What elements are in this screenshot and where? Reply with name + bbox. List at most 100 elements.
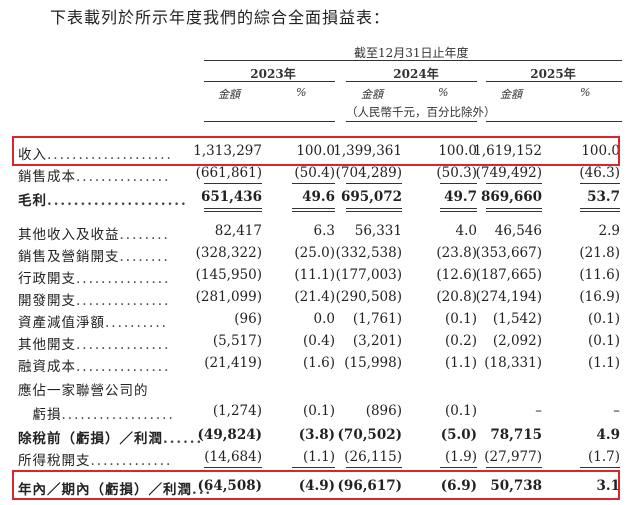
amount-col-header: 金額 xyxy=(218,88,240,101)
percent-cell: 3.1 xyxy=(596,478,621,494)
table-row: 收入.................... 1,313,297 100.0 1,39… xyxy=(0,140,640,163)
percent-cell: (0.1) xyxy=(302,403,335,419)
amount-cell: 1,619,152 xyxy=(473,143,542,159)
amount-cell: (3,201) xyxy=(352,333,402,349)
divider xyxy=(486,121,622,122)
subtotal-rule xyxy=(292,467,335,468)
amount-cell: (332,538) xyxy=(335,245,402,261)
total-rule xyxy=(346,211,402,212)
amount-cell: (328,322) xyxy=(195,245,262,261)
row-label: 其他收入及收益........ xyxy=(18,223,170,243)
amount-cell: (96,617) xyxy=(337,478,402,494)
total-rule xyxy=(204,211,262,212)
percent-cell: 100.0 xyxy=(296,143,335,159)
amount-cell: (2,092) xyxy=(492,333,542,349)
subtotal-rule xyxy=(204,183,262,184)
percent-cell: (21.8) xyxy=(579,245,620,261)
percent-cell: (1.6) xyxy=(302,355,335,371)
row-label-text: 所得稅開支 xyxy=(18,453,91,469)
amount-cell: 56,331 xyxy=(354,223,402,239)
amount-cell: (96) xyxy=(234,311,262,327)
percent-cell: (1.1) xyxy=(444,355,477,371)
table-row: 其他開支............... (5,517) (0.4) (3,201) (0… xyxy=(0,330,640,353)
percent-cell: (1.1) xyxy=(587,355,620,371)
leader-dots: ........ xyxy=(119,227,170,243)
pct-col-header: % xyxy=(580,86,591,99)
row-label: 收入.................... xyxy=(18,143,173,163)
amount-col-header: 金額 xyxy=(361,88,383,101)
amount-cell: 651,436 xyxy=(200,189,262,205)
row-label-text: 銷售及營銷開支 xyxy=(18,249,120,265)
percent-cell: (1.1) xyxy=(302,449,335,465)
amount-cell: (353,667) xyxy=(475,245,542,261)
year-header-2024: 2024年 xyxy=(393,67,439,81)
table-row: 所得稅開支............. (14,684) (1.1) (26,115) (… xyxy=(0,446,640,469)
highlight-box xyxy=(12,136,620,166)
percent-cell: (0.1) xyxy=(444,403,477,419)
row-label: 年內／期內（虧損）／利潤... xyxy=(18,478,212,498)
table-row: 開發開支............... (281,099) (21.4) (290,5… xyxy=(0,286,640,309)
table-row: 融資成本............... (21,419) (1.6) (15,998)… xyxy=(0,352,640,375)
row-label: 融資成本............... xyxy=(18,355,170,375)
total-rule xyxy=(486,211,542,212)
total-rule xyxy=(440,208,477,209)
amount-cell: (26,115) xyxy=(344,449,402,465)
total-rule xyxy=(440,211,477,212)
percent-cell: (5.0) xyxy=(440,427,477,443)
subtotal-rule xyxy=(440,183,477,184)
year-header-2025: 2025年 xyxy=(530,67,576,81)
subtotal-rule xyxy=(486,467,542,468)
row-label: 其他開支............... xyxy=(18,333,170,353)
amount-col-header: 金額 xyxy=(500,88,522,101)
subtotal-rule xyxy=(440,467,477,468)
percent-cell: (0.2) xyxy=(444,333,477,349)
amount-cell: (21,419) xyxy=(204,355,262,371)
row-label-text: 銷售成本 xyxy=(18,169,76,185)
percent-cell: (23.8) xyxy=(436,245,477,261)
total-rule xyxy=(580,211,620,212)
percent-cell: (16.9) xyxy=(579,289,620,305)
percent-cell: (46.3) xyxy=(579,165,620,181)
percent-cell: 6.3 xyxy=(313,223,335,239)
row-label: 開發開支............... xyxy=(18,289,170,309)
percent-cell: (0.1) xyxy=(587,311,620,327)
divider xyxy=(346,81,477,82)
subtotal-rule xyxy=(346,183,402,184)
row-label-text: 應佔一家聯營公司的 xyxy=(18,383,149,399)
percent-cell: (12.6) xyxy=(436,267,477,283)
amount-cell: 695,072 xyxy=(340,189,402,205)
leader-dots: ............... xyxy=(76,359,171,375)
divider xyxy=(346,121,477,122)
divider xyxy=(486,81,622,82)
table-row: 其他收入及收益........ 82,417 6.3 56,331 4.0 46,546 2… xyxy=(0,220,640,243)
table-row: 行政開支............... (145,950) (11.1) (177,0… xyxy=(0,264,640,287)
amount-cell: 1,313,297 xyxy=(193,143,262,159)
percent-cell: (50.4) xyxy=(294,165,335,181)
percent-cell: (0.4) xyxy=(302,333,335,349)
percent-cell: (1.9) xyxy=(444,449,477,465)
amount-cell: (18,331) xyxy=(484,355,542,371)
subtotal-rule xyxy=(486,183,542,184)
row-label-text: 收入 xyxy=(18,147,47,163)
total-rule xyxy=(486,208,542,209)
table-row: 銷售及營銷開支........ (328,322) (25.0) (332,538) (… xyxy=(0,242,640,265)
row-label-text: 資產減值淨額 xyxy=(18,315,105,331)
amount-cell: (704,289) xyxy=(335,165,402,181)
total-rule xyxy=(346,208,402,209)
table-row: 除稅前（虧損）／利潤...... (49,824) (3.8) (70,502) (5.… xyxy=(0,424,640,447)
amount-cell: (274,194) xyxy=(475,289,542,305)
row-label-text: 虧損 xyxy=(18,407,62,423)
amount-cell: (14,684) xyxy=(204,449,262,465)
leader-dots: ............. xyxy=(90,453,173,469)
percent-cell: (11.1) xyxy=(294,267,335,283)
total-rule xyxy=(292,208,335,209)
percent-cell: (25.0) xyxy=(294,245,335,261)
leader-dots: ...... xyxy=(163,431,204,447)
percent-cell: (20.8) xyxy=(436,289,477,305)
period-header: 截至12月31日止年度 xyxy=(354,46,469,60)
leader-dots: .................. xyxy=(61,407,175,423)
amount-cell: (1,274) xyxy=(212,403,262,419)
leader-dots: ............... xyxy=(76,271,171,287)
table-row: 虧損.................. (1,274) (0.1) (896) (0.… xyxy=(0,400,640,423)
amount-cell: (5,517) xyxy=(212,333,262,349)
